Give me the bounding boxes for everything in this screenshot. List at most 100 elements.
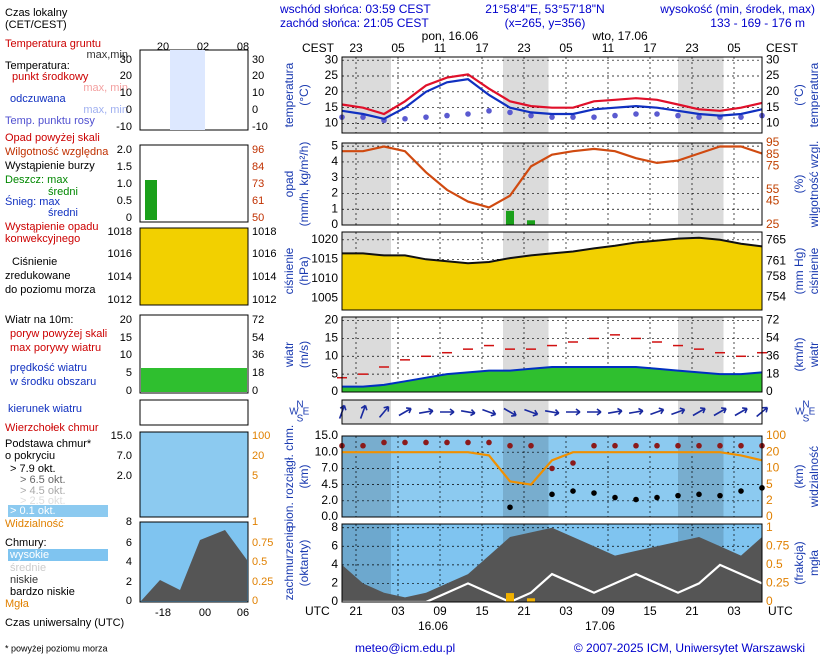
dot [675, 112, 681, 119]
x-tick-label: 11 [602, 41, 615, 55]
compass-letter: E [809, 407, 816, 418]
sidebar-label: Czas uniwersalny (UTC) [5, 617, 124, 629]
compass-letter: S [803, 414, 810, 425]
mini-tick-label: 1012 [252, 294, 276, 306]
y2-axis-title: wilgotność wzgl. [807, 141, 820, 229]
line [342, 145, 763, 209]
wind-arrow [524, 408, 539, 417]
dot [591, 114, 597, 120]
mini-tick-label: 0 [252, 595, 258, 607]
compass-letter: N [296, 400, 303, 411]
sidebar-label: > 4.5 okt. [20, 485, 66, 497]
dot [444, 112, 450, 119]
y-tick-label: 15 [325, 100, 339, 114]
mini-tick-label: 1016 [108, 248, 132, 260]
sidebar-label: Widzialność [5, 518, 64, 530]
mini-tick-label: 08 [237, 41, 249, 53]
x-tick-label: 15 [475, 604, 489, 618]
mini-tick-label: 5 [252, 470, 258, 482]
dot [654, 111, 660, 117]
sidebar-label: prędkość wiatru [10, 362, 87, 374]
y-tick-label: 4.5 [321, 477, 338, 491]
panel-frame [341, 523, 763, 603]
x-tick-label: 21 [685, 604, 699, 618]
y-tick-label: 1015 [311, 251, 338, 265]
y2-tick-label: 0 [766, 509, 773, 523]
sidebar-label: niskie [10, 574, 38, 586]
sidebar-label: o pokryciu [5, 450, 55, 462]
y-axis-unit: (°C) [297, 84, 311, 105]
date-label: 17.06 [585, 619, 615, 633]
dot [654, 494, 660, 501]
dot [612, 442, 618, 449]
legend-swatch [8, 505, 108, 517]
y2-tick-label: 36 [766, 348, 780, 362]
y2-tick-label: 0.75 [766, 538, 790, 552]
y2-tick-label: 0.5 [766, 557, 783, 571]
date-label: 16.06 [418, 619, 448, 633]
y-tick-label: 1010 [311, 271, 338, 285]
dot [654, 442, 660, 449]
y-tick-label: 2 [331, 186, 338, 200]
wind-arrow [587, 408, 602, 416]
x-tick-label: 05 [727, 41, 741, 55]
y2-tick-label: 10 [766, 461, 780, 475]
compass-letter: E [303, 407, 310, 418]
mini-tick-label: 0 [126, 212, 132, 224]
mini-tick-label: 00 [199, 607, 211, 619]
wind-arrow [692, 407, 706, 417]
dot [717, 492, 723, 499]
y2-tick-label: 95 [766, 135, 780, 149]
y2-axis-unit: (°C) [792, 84, 806, 105]
mini-tick-label: 1014 [108, 271, 132, 283]
dot [570, 488, 576, 494]
line [341, 73, 763, 116]
y2-tick-label: 54 [766, 331, 780, 345]
sidebar-label: do poziomu morza [5, 284, 96, 296]
y-tick-label: 10 [325, 116, 339, 130]
sidebar-label: zredukowane [5, 270, 70, 282]
sidebar-label: kierunek wiatru [8, 403, 82, 415]
mini-tick-label: 1012 [108, 294, 132, 306]
y2-tick-label: 761 [766, 253, 786, 267]
area-edge [342, 366, 763, 388]
wind-arrow [482, 408, 497, 417]
x-tick-label: 23 [517, 41, 531, 55]
x-tick-label: 11 [434, 41, 447, 55]
mini-tick-label: 06 [237, 607, 249, 619]
y-axis-unit: (mm/h, kg/m²/h) [297, 142, 311, 227]
panel-frame [341, 142, 763, 226]
y2-tick-label: 25 [766, 68, 780, 82]
mini-tick-label: 0.25 [252, 576, 273, 588]
sidebar-label: odczuwana [10, 93, 67, 105]
y-tick-label: 15 [325, 331, 339, 345]
dot [486, 108, 492, 114]
dot [507, 442, 513, 449]
y-axis-unit: (oktanty) [297, 540, 311, 587]
sidebar-label: Podstawa chmur* [5, 438, 92, 450]
mini-wind-area [141, 368, 247, 392]
y2-tick-label: 20 [766, 444, 780, 458]
mini-tick-label: 6 [126, 537, 132, 549]
y2-tick-label: 55 [766, 182, 780, 196]
y-tick-label: 20 [325, 84, 339, 98]
date-label: wto, 17.06 [591, 29, 648, 43]
mini-tick-label: 0 [126, 104, 132, 116]
bar [527, 220, 535, 225]
y-tick-label: 20 [325, 313, 339, 327]
dot [423, 114, 429, 120]
area [342, 237, 762, 310]
mini-tick-label: 0.5 [117, 195, 132, 207]
dot [675, 492, 681, 499]
sidebar-label: Wierzchołek chmur [5, 422, 99, 434]
mini-tick-label: 0.5 [252, 556, 267, 568]
mini-tick-label: 0 [252, 104, 258, 116]
mini-tick-label: 15.0 [111, 430, 132, 442]
y-tick-label: 7.0 [321, 461, 338, 475]
mini-precip-bar [145, 180, 157, 220]
line [341, 78, 763, 120]
y-tick-label: 30 [325, 52, 339, 66]
sunset: zachód słońca: 21:05 CEST [280, 16, 429, 30]
mini-night [170, 50, 205, 130]
